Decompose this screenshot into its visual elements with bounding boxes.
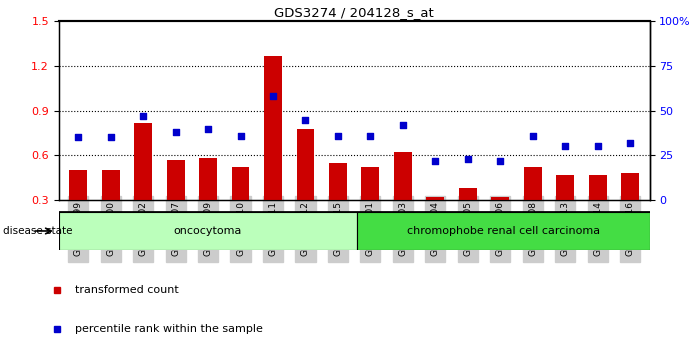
Bar [329, 163, 347, 200]
FancyBboxPatch shape [59, 212, 357, 250]
Bar [69, 170, 87, 200]
Point [397, 122, 408, 128]
Bar [102, 170, 120, 200]
Point [560, 144, 571, 149]
Bar [426, 197, 444, 200]
Point [267, 93, 278, 99]
Bar [394, 152, 412, 200]
Point [202, 126, 214, 131]
Point [365, 133, 376, 138]
Bar [264, 56, 282, 200]
Point [625, 140, 636, 145]
Title: GDS3274 / 204128_s_at: GDS3274 / 204128_s_at [274, 6, 434, 19]
Point [170, 129, 181, 135]
Point [527, 133, 538, 138]
Point [138, 113, 149, 119]
Bar [134, 122, 152, 200]
Text: transformed count: transformed count [75, 285, 179, 295]
Point [430, 158, 441, 164]
Point [462, 156, 473, 162]
Bar [524, 167, 542, 200]
Point [235, 133, 246, 138]
Text: percentile rank within the sample: percentile rank within the sample [75, 324, 263, 334]
Point [105, 135, 116, 140]
Text: disease state: disease state [3, 226, 73, 236]
FancyBboxPatch shape [357, 212, 650, 250]
Bar [296, 129, 314, 200]
Bar [199, 158, 217, 200]
Point [495, 158, 506, 164]
Bar [491, 197, 509, 200]
Bar [167, 160, 184, 200]
Bar [589, 175, 607, 200]
Text: oncocytoma: oncocytoma [174, 226, 243, 236]
Bar [231, 167, 249, 200]
Point [332, 133, 343, 138]
Point [73, 135, 84, 140]
Bar [621, 173, 639, 200]
Point [300, 117, 311, 122]
Point [592, 144, 603, 149]
Bar [361, 167, 379, 200]
Text: chromophobe renal cell carcinoma: chromophobe renal cell carcinoma [407, 226, 600, 236]
Bar [459, 188, 477, 200]
Bar [556, 175, 574, 200]
